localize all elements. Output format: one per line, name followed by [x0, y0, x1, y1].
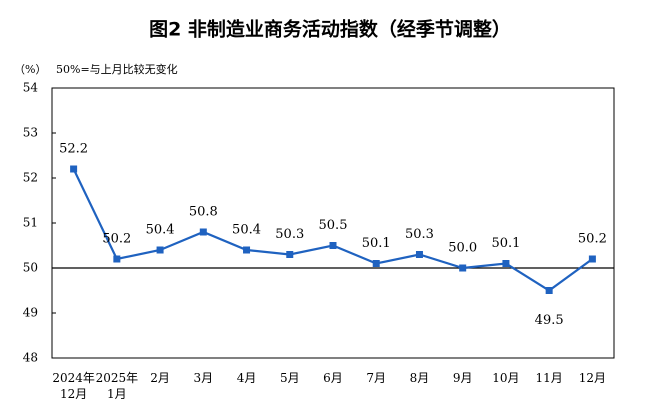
marker: [502, 260, 510, 267]
x-tick-label: 2025年 1月: [96, 371, 139, 401]
marker: [329, 242, 337, 249]
data-label: 50.1: [362, 236, 391, 251]
x-tick-label: 3月: [193, 371, 213, 385]
y-unit: （%）: [14, 63, 46, 76]
x-tick-label: 8月: [410, 371, 430, 385]
x-tick-label: 2月: [150, 371, 170, 385]
marker: [372, 260, 380, 267]
data-label: 50.3: [275, 227, 304, 242]
marker: [545, 287, 553, 294]
marker: [113, 255, 121, 263]
data-label: 50.0: [448, 241, 477, 256]
marker: [243, 246, 251, 254]
data-label: 49.5: [535, 313, 564, 328]
marker: [199, 228, 207, 236]
y-tick-label: 53: [23, 126, 38, 140]
y-tick-label: 51: [23, 216, 38, 230]
chart-title: 图2 非制造业商务活动指数（经季节调整）: [149, 18, 511, 41]
note: 50%=与上月比较无变化: [56, 62, 178, 76]
data-label: 50.2: [578, 232, 607, 247]
y-tick-label: 48: [23, 351, 38, 365]
x-tick-label: 7月: [366, 371, 386, 385]
x-tick-label: 10月: [492, 371, 519, 385]
x-tick-label: 11月: [536, 371, 563, 385]
y-tick-label: 50: [23, 261, 38, 275]
marker: [415, 251, 423, 258]
x-tick-label: 4月: [237, 371, 257, 385]
data-label: 50.4: [146, 223, 175, 238]
data-label: 50.8: [189, 205, 218, 220]
marker: [286, 251, 294, 258]
marker: [156, 246, 164, 254]
y-tick-label: 49: [23, 306, 38, 320]
data-label: 50.1: [491, 236, 520, 251]
x-tick-label: 6月: [323, 371, 343, 385]
marker: [588, 255, 596, 263]
data-label: 50.3: [405, 227, 434, 242]
data-label: 50.5: [319, 218, 348, 233]
x-tick-label: 12月: [579, 371, 606, 385]
marker: [70, 165, 78, 173]
x-tick-label: 9月: [453, 371, 473, 385]
x-tick-label: 5月: [280, 371, 300, 385]
y-tick-label: 52: [23, 171, 38, 185]
y-tick-label: 54: [23, 81, 39, 95]
x-tick-label: 2024年 12月: [52, 371, 95, 401]
data-label: 50.4: [232, 223, 261, 238]
data-label: 52.2: [59, 142, 88, 157]
marker: [459, 264, 467, 272]
data-label: 50.2: [102, 232, 131, 247]
